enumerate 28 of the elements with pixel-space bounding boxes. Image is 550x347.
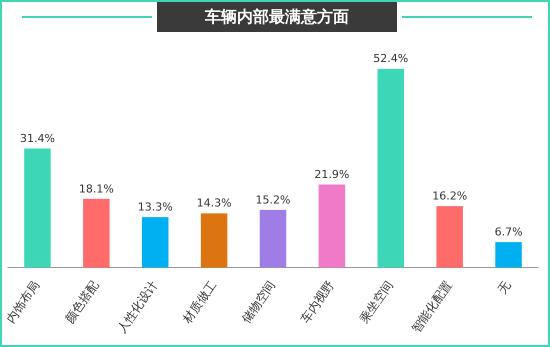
x-tick-label: 储物空间 (239, 278, 278, 326)
data-label: 31.4% (20, 132, 55, 145)
bar (260, 210, 286, 268)
data-label: 14.3% (196, 196, 232, 210)
bar (495, 242, 522, 268)
x-tick-label: 颜色搭配 (62, 278, 102, 326)
bar (24, 148, 51, 268)
x-tick-label: 智能化配置 (408, 278, 455, 336)
data-label: 16.2% (432, 190, 468, 202)
data-label: 21.9% (314, 168, 350, 181)
x-tick-label: 无 (495, 278, 514, 296)
data-label: 18.1% (78, 182, 114, 196)
data-label: 13.3% (138, 200, 173, 214)
data-label: 15.2% (256, 193, 290, 206)
x-tick-label: 材质做工 (180, 278, 220, 326)
x-tick-label: 乘坐空间 (356, 278, 396, 326)
chart-title: 车辆内部最满意方面 (157, 2, 397, 32)
x-tick-label: 车内视野 (298, 278, 337, 326)
bar (378, 68, 404, 268)
data-label: 52.4% (373, 52, 408, 66)
data-label: 6.7% (494, 226, 523, 239)
bar (200, 213, 228, 268)
x-tick-label: 内饰布局 (3, 278, 42, 326)
bar (318, 184, 346, 268)
bar (83, 198, 110, 268)
x-tick-label: 人性化设计 (114, 278, 160, 336)
bar (142, 217, 168, 268)
bar (436, 206, 463, 268)
